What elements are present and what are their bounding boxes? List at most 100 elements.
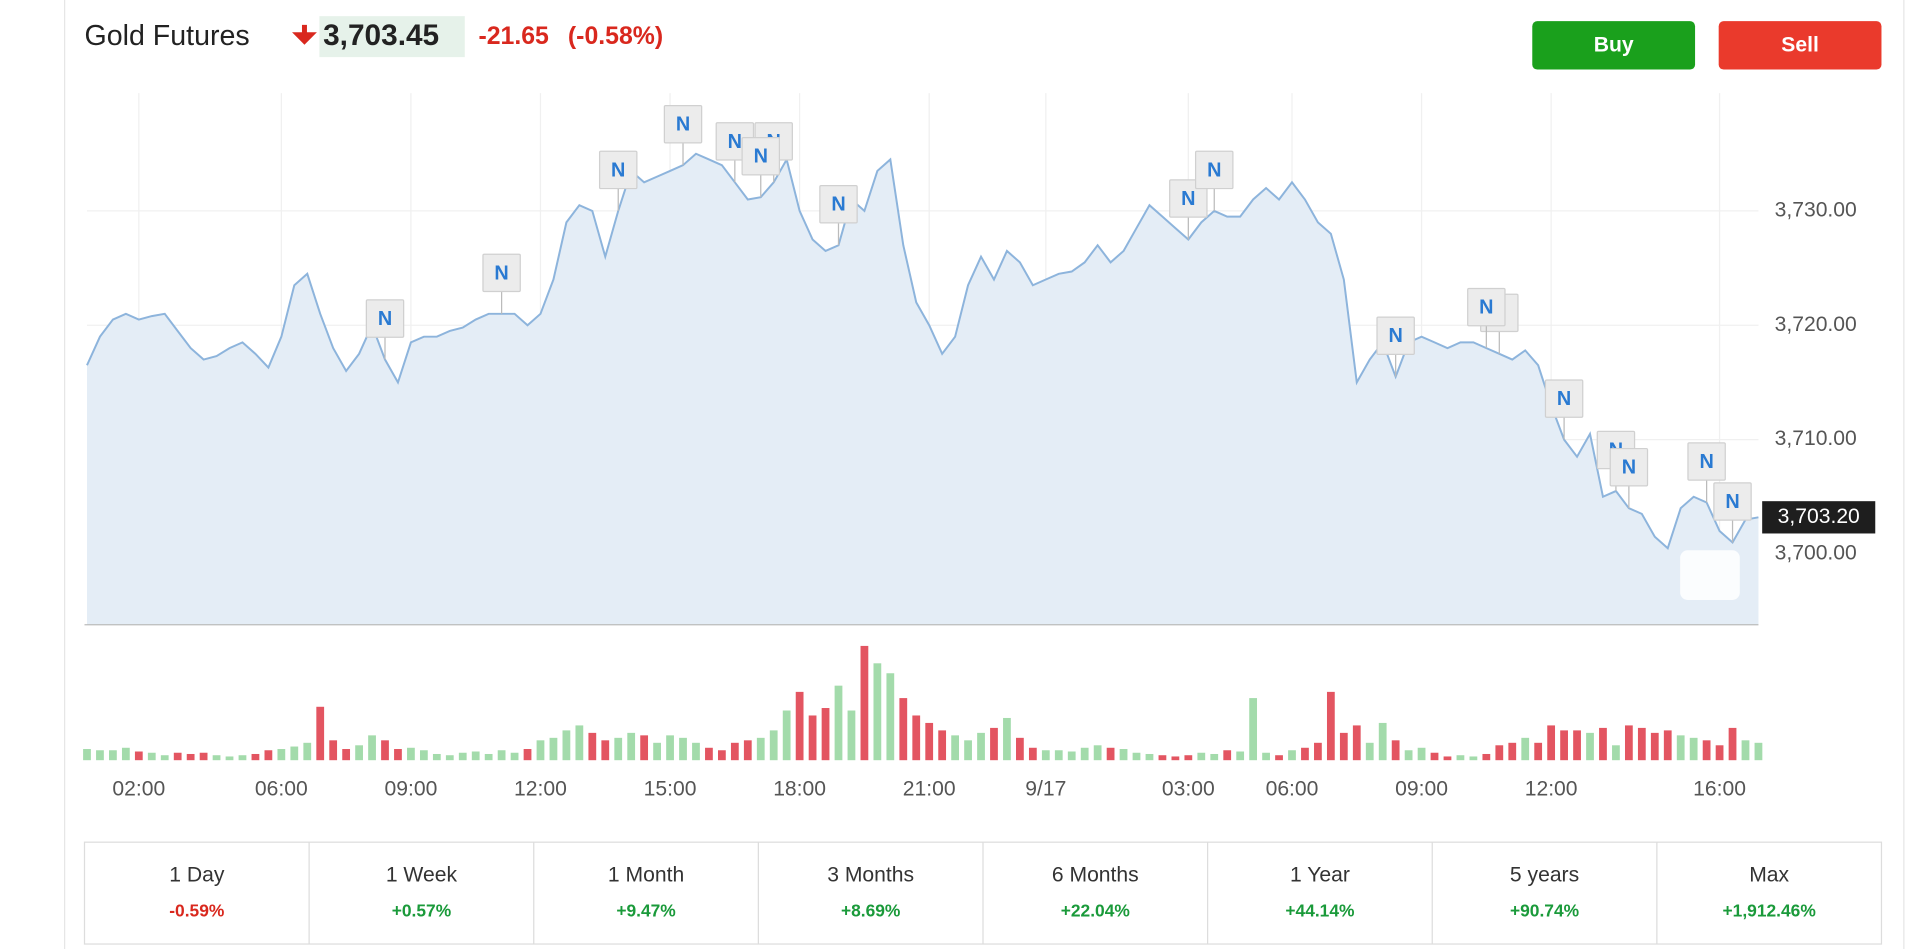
volume-bar — [653, 742, 661, 761]
period-label: 5 years — [1510, 863, 1579, 886]
volume-bar — [782, 710, 791, 761]
volume-bar — [1158, 755, 1167, 761]
volume-bar — [705, 747, 713, 761]
volume-bar — [951, 735, 959, 761]
volume-bar — [575, 725, 584, 761]
y-tick-label: 3,700.00 — [1775, 541, 1857, 564]
x-tick-label: 18:00 — [773, 778, 826, 801]
volume-bar — [1612, 745, 1620, 761]
volume-bar — [329, 740, 338, 761]
period-change: +90.74% — [1510, 900, 1579, 920]
volume-bar — [109, 750, 117, 761]
volume-bar — [381, 740, 389, 761]
x-tick-label: 9/17 — [1025, 778, 1066, 801]
volume-bar — [290, 746, 299, 761]
volume-bar — [1339, 732, 1348, 761]
volume-bar — [1469, 756, 1478, 761]
volume-bar — [925, 722, 934, 761]
volume-bar — [407, 747, 415, 761]
volume-bar — [692, 742, 700, 761]
volume-bar — [1443, 756, 1452, 761]
volume-bar — [1586, 732, 1594, 761]
volume-bar — [1236, 751, 1245, 761]
volume-bar — [821, 708, 830, 761]
news-flag — [598, 150, 638, 190]
period-change: +1,912.46% — [1723, 900, 1816, 920]
news-flag-label: N — [1479, 297, 1493, 319]
period-change: +9.47% — [616, 900, 675, 920]
period-change: +22.04% — [1061, 900, 1130, 920]
price-change-percent: (-0.58%) — [568, 23, 663, 50]
volume-bar — [1210, 753, 1219, 761]
volume-bar — [497, 750, 506, 761]
volume-bar — [342, 749, 351, 761]
volume-bar — [1262, 752, 1270, 761]
volume-bar — [1378, 722, 1387, 761]
volume-bar — [536, 740, 545, 761]
period-change: +8.69% — [841, 900, 900, 920]
buy-label[interactable]: Buy — [1594, 34, 1634, 57]
volume-bar — [640, 735, 649, 761]
period-label: 1 Month — [608, 863, 684, 886]
volume-bar — [83, 749, 91, 761]
volume-bar — [1288, 750, 1296, 761]
news-flag-label: N — [378, 308, 392, 330]
overlay-button — [1680, 550, 1740, 600]
volume-bar — [1093, 745, 1102, 761]
volume-bar — [1314, 742, 1322, 761]
volume-bar — [1728, 727, 1737, 761]
x-tick-label: 09:00 — [384, 778, 437, 801]
volume-bar — [1663, 730, 1672, 761]
volume-bar — [1301, 747, 1309, 761]
volume-bar — [510, 752, 519, 761]
y-tick-label: 3,730.00 — [1775, 199, 1857, 222]
volume-bar — [471, 751, 480, 761]
volume-bar — [1754, 742, 1763, 761]
news-flag — [1687, 442, 1726, 481]
news-flag-label: N — [831, 194, 845, 216]
news-flag — [1467, 287, 1506, 327]
volume-bar — [134, 751, 143, 761]
volume-bar — [303, 742, 312, 761]
volume-bar — [277, 749, 286, 761]
volume-bar — [562, 730, 571, 761]
volume-bar — [394, 749, 402, 761]
volume-bar — [977, 732, 985, 761]
sell-label[interactable]: Sell — [1781, 34, 1819, 57]
volume-bar — [873, 663, 882, 761]
price-highlight — [319, 16, 465, 58]
price-line — [86, 152, 1759, 550]
volume-bar — [743, 740, 752, 761]
news-flag — [1544, 379, 1584, 418]
news-flag-label: N — [728, 131, 742, 153]
volume-bar — [588, 732, 597, 761]
volume-bar — [225, 756, 234, 761]
news-flag-label: N — [676, 114, 690, 136]
volume-bar — [147, 752, 156, 761]
volume-bar — [1482, 753, 1491, 761]
x-tick-label: 15:00 — [644, 778, 697, 801]
volume-bar — [355, 745, 363, 761]
volume-bar — [1184, 755, 1193, 761]
news-flag — [1713, 482, 1752, 521]
news-flag — [365, 299, 405, 338]
volume-bar — [1637, 727, 1646, 761]
volume-bar — [1560, 730, 1568, 761]
volume-bar — [990, 727, 998, 761]
volume-bar — [458, 752, 467, 761]
instrument-name: Gold Futures — [85, 20, 250, 52]
x-tick-label: 03:00 — [1162, 778, 1215, 801]
volume-bar — [1275, 755, 1283, 761]
news-flag-label: N — [1699, 451, 1713, 473]
volume-bar — [1132, 752, 1141, 761]
volume-bar — [614, 737, 623, 761]
volume-bar — [1624, 725, 1633, 761]
y-tick-label: 3,720.00 — [1775, 313, 1857, 336]
volume-bar — [938, 730, 947, 761]
volume-bar — [1054, 750, 1063, 761]
volume-bar — [1197, 752, 1206, 761]
sell-button[interactable] — [1718, 21, 1882, 70]
period-change: +44.14% — [1285, 900, 1354, 920]
buy-button[interactable] — [1532, 21, 1696, 70]
